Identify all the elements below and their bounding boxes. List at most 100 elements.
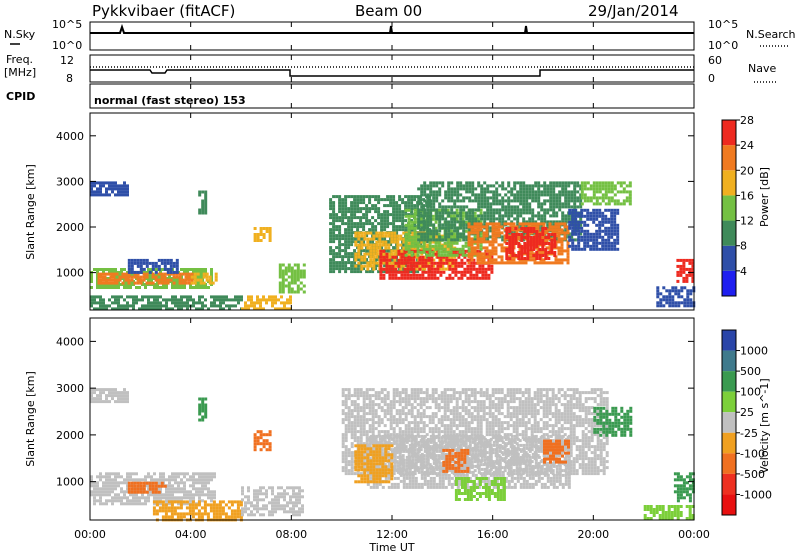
- velocity-colorbar-label: 1000: [740, 345, 768, 358]
- power-echo-region: [505, 227, 557, 260]
- power-echo-region: [580, 181, 632, 206]
- x-tick-label: 16:00: [477, 528, 509, 541]
- x-axis-label: Time UT: [368, 541, 414, 554]
- x-tick-label: 08:00: [275, 528, 307, 541]
- nave-tick-bottom: 0: [708, 72, 715, 85]
- velocity-colorbar-label: 100: [740, 386, 761, 399]
- x-tick-label: 00:00: [678, 528, 710, 541]
- noise-left-tick-top: 10^5: [52, 18, 82, 31]
- velocity-colorbar-swatch: [722, 473, 736, 495]
- vel-echo-region: [198, 397, 208, 422]
- power-echo-region: [253, 227, 272, 242]
- power-echo-region: [190, 272, 218, 285]
- velocity-colorbar-label: 500: [740, 365, 761, 378]
- vel-echo-region: [152, 500, 243, 522]
- y-tick-label: 4000: [56, 130, 84, 143]
- velocity-data-layer: [90, 388, 695, 522]
- power-colorbar-label: 24: [740, 139, 754, 152]
- y-tick-label: 3000: [56, 382, 84, 395]
- power-y-ticks: 1000 2000 3000 4000: [56, 130, 694, 280]
- power-colorbar-label: 12: [740, 215, 754, 228]
- velocity-colorbar-swatch: [722, 432, 736, 454]
- vel-echo-region: [127, 481, 167, 494]
- velocity-colorbar: 1000 500 100 25 -25 -100 -500 -1000: [721, 329, 772, 516]
- velocity-colorbar-label: 25: [740, 406, 754, 419]
- y-tick-label: 2000: [56, 429, 84, 442]
- noise-left-tick-bottom: 10^0: [52, 39, 82, 52]
- power-colorbar-frame: [721, 119, 737, 297]
- cpid-text: normal (fast stereo) 153: [94, 94, 246, 107]
- x-tick-label: 20:00: [577, 528, 609, 541]
- y-tick-label: 4000: [56, 335, 84, 348]
- noise-right-tick-bottom: 10^0: [708, 39, 738, 52]
- velocity-panel: 1000 2000 3000 4000 Slant Range [km]: [24, 317, 695, 522]
- power-colorbar-label: 8: [740, 240, 747, 253]
- power-echo-region: [198, 190, 208, 215]
- vel-echo-region: [673, 472, 695, 503]
- velocity-colorbar-swatch: [722, 371, 736, 392]
- freq-tick-top: 12: [60, 54, 74, 67]
- velocity-colorbar-swatch: [722, 453, 736, 474]
- freq-label-1: Freq.: [6, 53, 33, 66]
- vel-echo-region: [442, 448, 470, 473]
- noise-right-tick-top: 10^5: [708, 18, 738, 31]
- vel-echo-region: [253, 430, 272, 452]
- power-scale-label: Power [dB]: [758, 167, 771, 227]
- power-colorbar: 4 8 12 16 20 24 28: [721, 114, 754, 297]
- velocity-colorbar-label: -1000: [740, 488, 772, 501]
- cpid-label: CPID: [6, 90, 35, 103]
- velocity-colorbar-swatch: [722, 391, 736, 413]
- nave-tick-top: 60: [708, 54, 722, 67]
- power-colorbar-swatch: [722, 195, 736, 221]
- power-colorbar-swatch: [722, 220, 736, 246]
- freq-tick-bottom: 8: [66, 72, 73, 85]
- date-label: 29/Jan/2014: [588, 2, 679, 20]
- noise-search-label: N.Search: [746, 28, 796, 41]
- vel-echo-region: [643, 505, 695, 520]
- y-tick-label: 1000: [56, 267, 84, 280]
- noise-panel: N.Sky 10^5 10^0 10^5 10^0 N.Search: [4, 18, 796, 52]
- vel-echo-region: [593, 406, 633, 437]
- vel-echo-region: [90, 388, 129, 404]
- power-echo-region: [90, 181, 129, 197]
- y-tick-label: 2000: [56, 221, 84, 234]
- freq-panel: Freq. [MHz] 12 8 60 0 Nave: [4, 53, 776, 85]
- y-tick-label: 3000: [56, 175, 84, 188]
- x-tick-label: 04:00: [175, 528, 207, 541]
- power-colorbar-swatch: [722, 145, 736, 171]
- velocity-colorbar-swatch: [722, 330, 736, 351]
- freq-line: [90, 69, 694, 77]
- noise-sky-label: N.Sky: [4, 28, 36, 41]
- vel-echo-region: [241, 486, 304, 517]
- plot-title: Pykkvibaer (fitACF): [92, 2, 235, 20]
- velocity-colorbar-swatch: [722, 494, 736, 515]
- power-colorbar-label: 16: [740, 189, 754, 202]
- x-axis: 00:00 04:00 08:00 12:00 16:00 20:00 00:00: [74, 22, 710, 541]
- power-echo-region: [241, 295, 292, 311]
- freq-label-2: [MHz]: [4, 66, 36, 79]
- power-ylabel: Slant Range [km]: [24, 164, 37, 260]
- beam-label: Beam 00: [355, 2, 422, 20]
- power-echo-region: [656, 286, 696, 308]
- velocity-colorbar-frame: [721, 329, 737, 516]
- power-echo-region: [568, 208, 620, 251]
- velocity-y-ticks: 1000 2000 3000 4000: [56, 335, 694, 489]
- power-colorbar-label: 4: [740, 265, 747, 278]
- noise-sky-line: [90, 23, 694, 34]
- velocity-colorbar-label: -100: [740, 447, 765, 460]
- power-colorbar-swatch: [722, 120, 736, 146]
- power-colorbar-label: 20: [740, 164, 754, 177]
- vel-echo-region: [354, 444, 394, 484]
- x-tick-label: 00:00: [74, 528, 106, 541]
- power-echo-region: [278, 263, 306, 294]
- power-echo-region: [127, 258, 179, 274]
- velocity-colorbar-label: -500: [740, 468, 765, 481]
- nave-label: Nave: [748, 62, 776, 75]
- y-tick-label: 1000: [56, 476, 84, 489]
- power-panel: 1000 2000 3000 4000 Slant Range [km]: [24, 112, 696, 311]
- velocity-colorbar-label: -25: [740, 427, 758, 440]
- vel-echo-region: [543, 439, 570, 464]
- power-data-layer: [90, 181, 696, 311]
- power-colorbar-swatch: [722, 270, 736, 296]
